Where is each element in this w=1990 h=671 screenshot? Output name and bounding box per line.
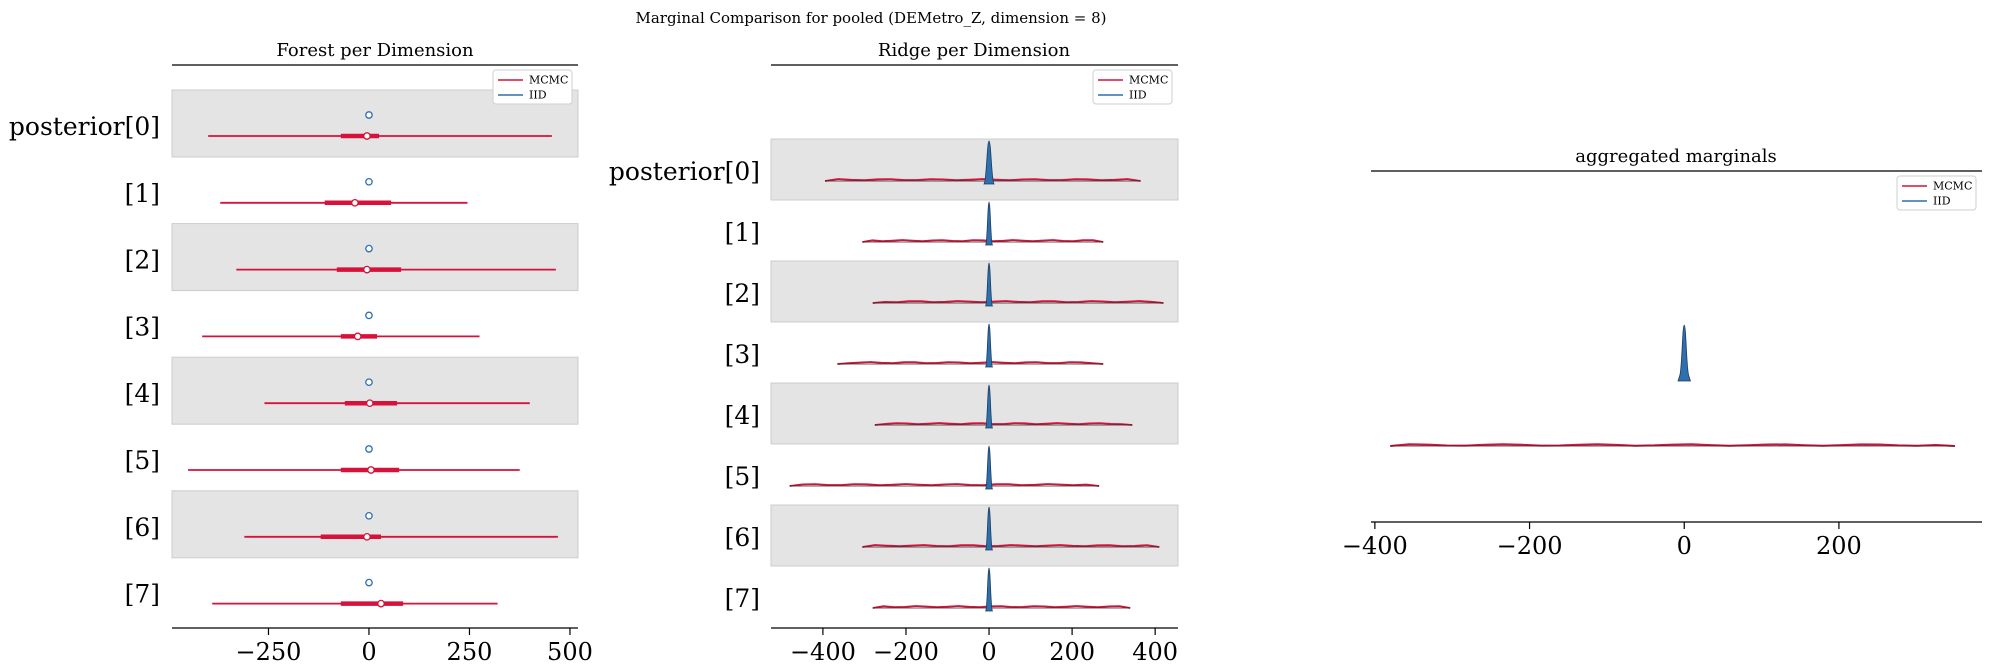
x-tick-label: −400	[1342, 532, 1408, 560]
ridge-panel-title: Ridge per Dimension	[878, 40, 1071, 61]
mcmc-ridge	[789, 483, 1100, 487]
row-label: [3]	[725, 340, 760, 369]
iid-mean-point	[365, 177, 373, 186]
iid-ridge	[985, 506, 994, 551]
row-label: [5]	[725, 462, 760, 491]
x-tick-label: 500	[547, 638, 593, 666]
x-tick-label: −250	[236, 638, 302, 666]
forest-legend: MCMC IID	[492, 69, 573, 105]
row-label: [6]	[125, 513, 160, 542]
row-label: [1]	[725, 218, 760, 247]
iid-mean-point	[365, 445, 373, 453]
ridge-legend: MCMC IID	[1092, 69, 1173, 105]
mcmc-ridge	[874, 422, 1133, 426]
row-label: [6]	[725, 523, 760, 552]
row-label: posterior[0]	[9, 112, 160, 141]
x-tick-label: 400	[1132, 638, 1178, 666]
mcmc-ridge	[862, 239, 1104, 243]
aggregated-legend: MCMC IID	[1896, 175, 1977, 211]
legend-iid-label: IID	[529, 89, 547, 102]
mcmc-ridge	[862, 544, 1160, 548]
iid-ridge	[985, 201, 994, 246]
x-tick-label: −400	[790, 638, 856, 666]
mcmc-ridge	[872, 605, 1131, 609]
mcmc-ridge	[872, 300, 1164, 304]
mcmc-mean-point	[363, 132, 371, 140]
row-band	[171, 356, 579, 425]
forest-row-labels: posterior[0] [1] [2] [3] [4] [5] [6] [7]	[9, 112, 160, 609]
forest-panel-title: Forest per Dimension	[276, 40, 474, 61]
ridge-x-axis: −400 −200 0 200 400	[771, 627, 1178, 666]
mcmc-mean-point	[363, 532, 371, 541]
row-label: [3]	[125, 312, 160, 341]
iid-ridge	[985, 445, 994, 490]
iid-density	[1677, 324, 1691, 382]
iid-ridge	[985, 262, 994, 307]
row-label: [2]	[725, 279, 760, 308]
row-label: posterior[0]	[609, 157, 760, 186]
aggregated-x-axis: −400 −200 0 200	[1342, 521, 1982, 560]
x-tick-label: 0	[1677, 532, 1692, 560]
mcmc-mean-point	[363, 265, 371, 274]
forest-panel: Forest per Dimension posterior[0] [1] [2] […	[9, 40, 593, 666]
row-label: [2]	[125, 246, 160, 275]
mcmc-ridge	[824, 178, 1141, 182]
aggregated-panel-title: aggregated marginals	[1575, 146, 1776, 167]
iid-mean-point	[365, 578, 373, 587]
x-tick-label: 200	[1816, 532, 1862, 560]
forest-row-bands	[171, 89, 579, 559]
aggregated-marks	[1390, 324, 1955, 447]
legend-mcmc-label: MCMC	[529, 74, 568, 87]
legend-iid-label: IID	[1129, 89, 1147, 102]
iid-ridge	[985, 567, 994, 612]
row-label: [1]	[125, 179, 160, 208]
x-tick-label: 0	[361, 638, 376, 666]
legend-iid-label: IID	[1933, 195, 1951, 208]
legend-mcmc-label: MCMC	[1129, 74, 1168, 87]
ridge-panel: Ridge per Dimension posterior[0] [1] [2] [3…	[609, 40, 1179, 666]
row-label: [7]	[125, 580, 160, 609]
row-label: [4]	[125, 379, 160, 408]
iid-mean-point	[365, 311, 373, 320]
figure-suptitle: Marginal Comparison for pooled (DEMetro_…	[635, 9, 1106, 27]
mcmc-mean-point	[367, 466, 375, 474]
aggregated-panel: aggregated marginals −400 −200 0 200 MCMC II…	[1342, 146, 1982, 560]
row-label: [5]	[125, 446, 160, 475]
mcmc-mean-point	[365, 399, 374, 408]
iid-mean-point	[365, 111, 373, 119]
row-band	[770, 260, 1179, 323]
row-label: [7]	[725, 584, 760, 613]
x-tick-label: 250	[447, 638, 493, 666]
row-band	[770, 382, 1179, 445]
iid-mean-point	[365, 511, 373, 520]
ridge-row-bands	[770, 138, 1179, 567]
iid-ridge	[985, 384, 994, 429]
mcmc-ridge	[837, 361, 1104, 365]
x-tick-label: −200	[873, 638, 939, 666]
forest-x-axis: −250 0 250 500	[172, 627, 593, 666]
row-band	[171, 223, 579, 292]
mcmc-mean-point	[351, 198, 359, 207]
ridge-row-labels: posterior[0] [1] [2] [3] [4] [5] [6] [7]	[609, 157, 760, 613]
row-band	[171, 490, 579, 559]
x-tick-label: 0	[981, 638, 996, 666]
x-tick-label: 200	[1049, 638, 1095, 666]
mcmc-density	[1390, 443, 1955, 447]
iid-ridge	[985, 323, 994, 368]
iid-ridge	[983, 140, 995, 185]
row-band	[770, 138, 1179, 201]
x-tick-label: −200	[1497, 532, 1563, 560]
mcmc-mean-point	[377, 599, 385, 608]
ridge-marks	[789, 140, 1164, 612]
legend-mcmc-label: MCMC	[1933, 180, 1972, 193]
mcmc-mean-point	[353, 332, 362, 341]
row-band	[770, 504, 1179, 567]
forest-marks	[188, 111, 558, 608]
iid-mean-point	[365, 244, 373, 253]
row-label: [4]	[725, 401, 760, 430]
iid-mean-point	[365, 378, 373, 387]
